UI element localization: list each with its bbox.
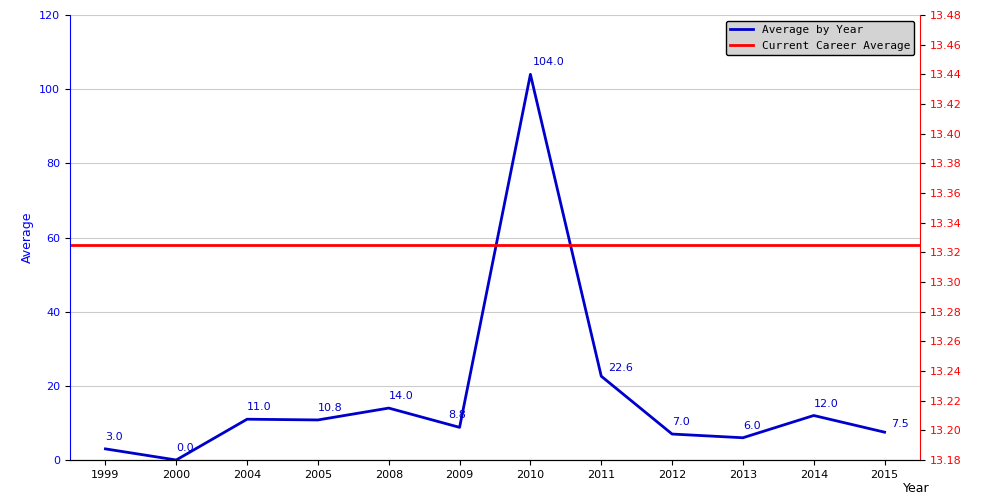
Average by Year — [99, 446, 111, 452]
Text: 11.0: 11.0 — [247, 402, 272, 412]
Average by Year — [879, 429, 891, 435]
Average by Year — [312, 417, 324, 423]
Average by Year — [808, 412, 820, 418]
Average by Year — [524, 72, 536, 78]
Average by Year — [737, 435, 749, 441]
Average by Year — [383, 405, 395, 411]
Text: 12.0: 12.0 — [814, 398, 839, 408]
Text: 14.0: 14.0 — [389, 391, 414, 401]
Text: 8.8: 8.8 — [448, 410, 466, 420]
Text: 0.0: 0.0 — [176, 443, 194, 453]
Y-axis label: Average: Average — [21, 212, 34, 263]
Text: 10.8: 10.8 — [318, 403, 343, 413]
Average by Year — [170, 457, 182, 463]
Text: 6.0: 6.0 — [743, 421, 761, 431]
Text: 104.0: 104.0 — [533, 58, 565, 68]
Average by Year — [595, 373, 607, 379]
Text: 7.0: 7.0 — [672, 417, 690, 427]
Text: 3.0: 3.0 — [105, 432, 123, 442]
Average by Year — [454, 424, 466, 430]
Line: Average by Year: Average by Year — [105, 74, 885, 460]
Text: 22.6: 22.6 — [608, 364, 633, 374]
Average by Year — [666, 431, 678, 437]
Average by Year — [241, 416, 253, 422]
Legend: Average by Year, Current Career Average: Average by Year, Current Career Average — [726, 20, 914, 55]
Text: Year: Year — [903, 482, 930, 495]
Text: 7.5: 7.5 — [892, 420, 909, 430]
